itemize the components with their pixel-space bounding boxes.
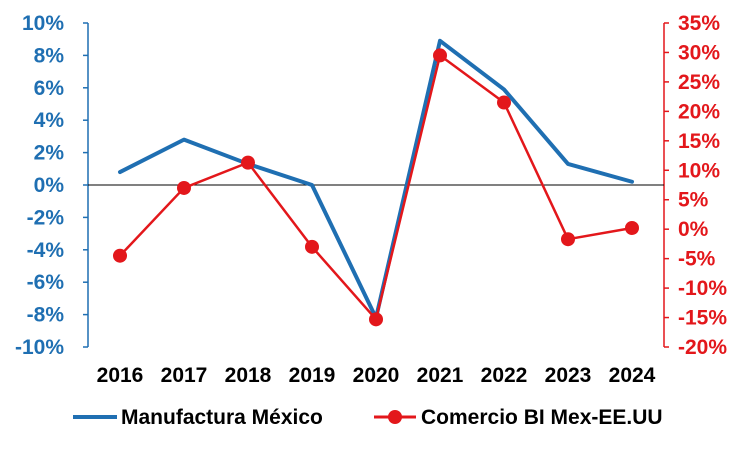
left-axis-ticks: 10% 8% 6% 4% 2% 0% -2% -4% -6% -8% -10% [15,12,88,359]
series-point-1 [177,180,191,195]
left-tick-label: 10% [22,12,64,35]
right-tick-label: 15% [678,130,720,153]
left-tick-label: 6% [34,77,65,100]
left-tick-label: 8% [34,44,65,67]
right-tick-label: -20% [678,336,727,359]
left-tick-label: -8% [27,304,65,327]
series-point-1 [305,239,319,254]
series-point-1 [369,312,383,327]
right-tick-label: 30% [678,41,720,64]
series-line-0 [118,38,634,320]
legend: Manufactura México Comercio BI Mex-EE.UU [73,406,663,429]
x-tick-label: 2018 [225,364,272,387]
right-tick-label: 5% [678,189,709,212]
axes [87,23,665,347]
series [113,38,639,327]
right-tick-label: 10% [678,159,720,182]
right-tick-label: -5% [678,248,716,271]
series-point-1 [561,232,575,247]
series-point-1 [113,248,127,263]
left-tick-label: -4% [27,239,65,262]
series-point-1 [433,48,447,63]
right-tick-label: 35% [678,12,720,35]
left-tick-label: 2% [34,142,65,165]
right-axis-ticks: 35% 30% 25% 20% 15% 10% 5% 0% -5% -10% -15% -20% [664,12,727,359]
right-tick-label: 20% [678,100,720,123]
right-tick-label: -15% [678,307,727,330]
left-tick-label: -2% [27,206,65,229]
x-tick-label: 2022 [481,364,528,387]
x-tick-label: 2023 [545,364,592,387]
left-tick-label: -6% [27,271,65,294]
x-tick-label: 2017 [161,364,208,387]
legend-marker-comercio [388,410,402,424]
series-point-1 [625,221,639,236]
series-point-1 [241,155,255,170]
x-tick-label: 2020 [353,364,400,387]
series-line-1 [118,54,634,321]
left-tick-label: -10% [15,336,64,359]
x-axis-ticks: 2016 2017 2018 2019 2020 2021 2022 2023 2024 [97,364,656,387]
left-tick-label: 4% [34,109,65,132]
right-tick-label: 25% [678,71,720,94]
x-tick-label: 2019 [289,364,336,387]
left-tick-label: 0% [34,174,65,197]
x-tick-label: 2021 [417,364,464,387]
series-point-1 [497,95,511,110]
x-tick-label: 2016 [97,364,144,387]
x-tick-label: 2024 [609,364,656,387]
right-tick-label: 0% [678,218,709,241]
legend-label-comercio: Comercio BI Mex-EE.UU [421,406,663,429]
legend-item-comercio: Comercio BI Mex-EE.UU [374,406,663,429]
legend-label-manufactura: Manufactura México [121,406,323,429]
legend-item-manufactura: Manufactura México [73,406,323,429]
right-tick-label: -10% [678,277,727,300]
